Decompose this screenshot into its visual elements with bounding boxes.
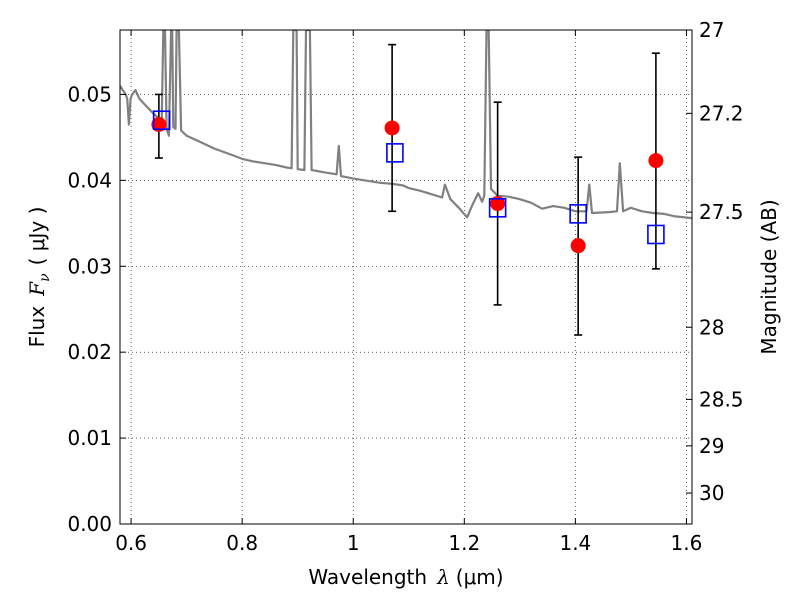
y-axis-label-subscript: ν [37,273,53,282]
y-axis-label: Flux Fν ( μJy ) [25,207,53,348]
observed-flux-point [648,153,664,169]
errorbar-layer [154,43,660,336]
right-tick-label: 28 [699,315,724,339]
y-tick-label: 0.03 [67,254,112,278]
y-tick-label: 0.02 [67,340,112,364]
y-tick-label: 0.04 [67,168,112,192]
right-tick-label: 28.5 [699,387,744,411]
x-tick-label: 1.6 [671,531,703,555]
right-tick-label: 27.5 [699,200,744,224]
x-tick-label: 1 [347,531,360,555]
model-flux-point [569,204,587,224]
x-axis-label-symbol: λ [436,565,450,589]
x-tick-label: 0.8 [226,531,258,555]
observed-flux-point [151,117,167,133]
y-tick-label: 0.05 [67,82,112,106]
x-axis-ticks: 0.6 0.8 1 1.2 1.4 1.6 [115,30,702,555]
x-tick-label: 1.2 [448,531,480,555]
model-spectrum-line [120,30,692,220]
x-axis-label-unit: (μm) [456,565,504,589]
plot-frame [119,29,693,525]
x-tick-label: 0.6 [115,531,147,555]
x-tick-label: 1.4 [559,531,591,555]
observed-flux-point [490,196,506,212]
right-tick-label: 27.2 [699,101,744,125]
y-tick-label: 0.01 [67,426,112,450]
y-tick-label: 0.00 [67,512,112,536]
x-axis-label-text: Wavelength [308,565,427,589]
observed-flux-point [570,238,586,254]
y-axis-label-unit: ( μJy ) [25,207,49,266]
right-tick-label: 29 [699,434,724,458]
right-tick-label: 27 [699,18,724,42]
model-flux-point [488,198,507,218]
y-axis-label-text: Flux [25,306,49,348]
model-flux-point [152,110,171,131]
grid [120,30,692,524]
model-flux-point [386,143,404,163]
right-axis-ticks: 27 27.2 27.5 28 28.5 29 30 [686,18,744,505]
right-tick-label: 30 [699,481,724,505]
y-axis-label-symbol: F [25,281,49,297]
marker-layer [151,110,665,254]
model-flux-point [647,224,665,245]
observed-flux-point [384,120,400,136]
right-axis-label: Magnitude (AB) [757,199,781,354]
model-spectrum-layer [120,30,692,220]
x-axis-label: Wavelength λ (μm) [308,565,503,589]
y-axis-ticks: 0.00 0.01 0.02 0.03 0.04 0.05 [67,82,126,536]
